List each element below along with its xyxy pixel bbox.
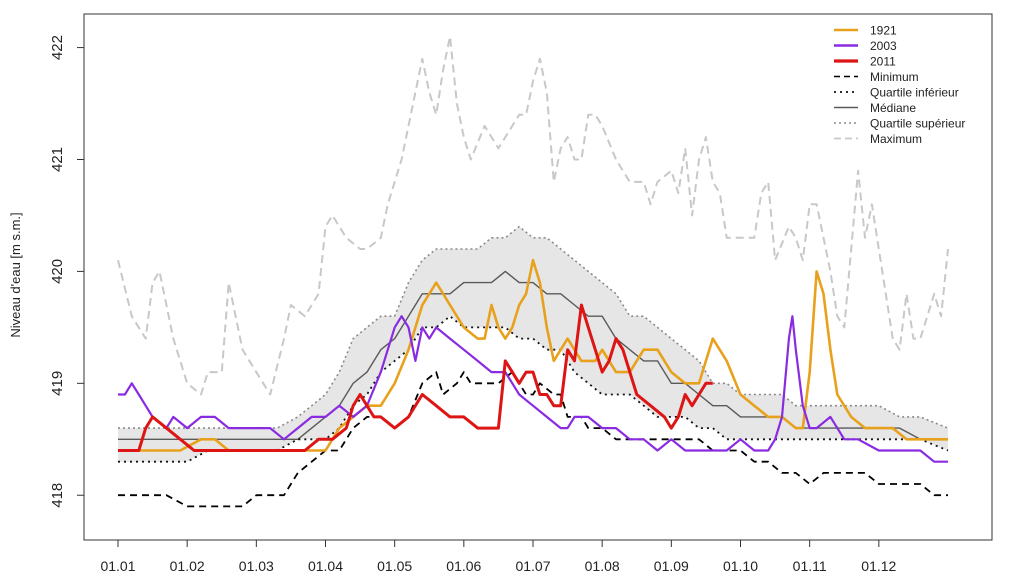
y-axis: 418 419 420 421 422 — [49, 35, 84, 508]
x-tick-label-01.12: 01.12 — [861, 558, 896, 574]
interquartile-band — [118, 226, 948, 462]
x-tick-label-01.05: 01.05 — [377, 558, 412, 574]
y-tick-label-420: 420 — [49, 259, 66, 284]
legend-label-quartile-superieur: Quartile supérieur — [870, 117, 965, 131]
x-tick-label-01.09: 01.09 — [654, 558, 689, 574]
legend-label-minimum: Minimum — [870, 70, 919, 84]
x-tick-label-01.08: 01.08 — [585, 558, 620, 574]
series-line-maximum — [117, 35, 949, 396]
legend-label-quartile-inferieur: Quartile inférieur — [870, 86, 959, 100]
plot-frame — [83, 13, 993, 541]
x-tick-label-01.07: 01.07 — [515, 558, 550, 574]
series-line-2011 — [118, 303, 713, 452]
y-tick-label-418: 418 — [49, 483, 66, 508]
legend-label-mediane: Médiane — [870, 101, 916, 115]
series-line-2003 — [118, 315, 948, 463]
plot-area — [83, 13, 993, 541]
x-axis: 01.01 01.02 01.03 01.04 01.05 01.06 01.07 01.08… — [100, 540, 897, 574]
legend-label-2003: 2003 — [870, 39, 897, 53]
y-axis-title: Niveau d'eau [m s.m.] — [8, 212, 23, 337]
x-tick-label-01.10: 01.10 — [723, 558, 758, 574]
series-line-quartile-superieur — [118, 225, 949, 429]
y-tick-label-422: 422 — [49, 35, 66, 60]
series-line-1921 — [118, 258, 948, 452]
x-tick-label-01.01: 01.01 — [100, 558, 135, 574]
y-tick-label-419: 419 — [49, 371, 66, 396]
legend-label-2011: 2011 — [870, 55, 896, 69]
x-tick-label-01.04: 01.04 — [308, 558, 343, 574]
y-tick-label-421: 421 — [49, 147, 66, 172]
x-tick-label-01.11: 01.11 — [793, 558, 827, 574]
x-tick-label-01.02: 01.02 — [170, 558, 205, 574]
x-tick-label-01.03: 01.03 — [239, 558, 274, 574]
legend-label-maximum: Maximum — [870, 132, 922, 146]
legend-label-1921: 1921 — [870, 24, 897, 38]
x-tick-label-01.06: 01.06 — [446, 558, 481, 574]
series-line-minimum — [118, 371, 948, 508]
